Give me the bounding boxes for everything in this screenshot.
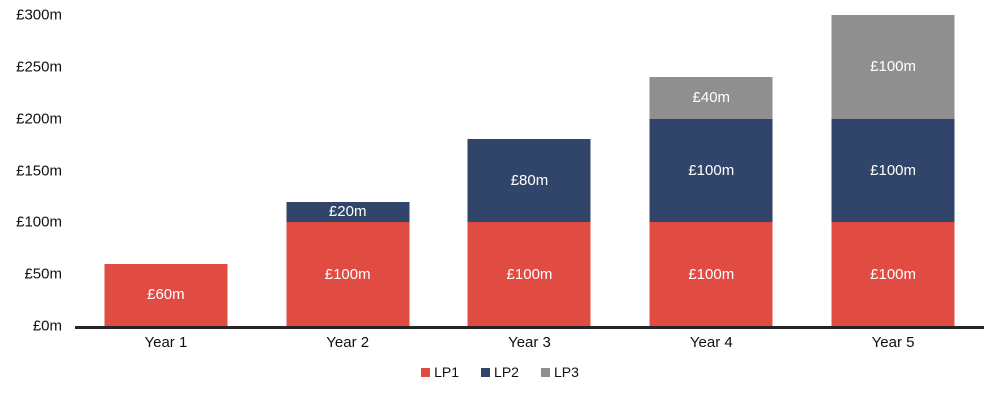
x-tick-label-year-5: Year 5 bbox=[871, 334, 915, 351]
x-tick-label-year-3: Year 3 bbox=[508, 334, 551, 351]
y-tick-label: £50m bbox=[24, 265, 62, 283]
y-tick-label: £300m bbox=[16, 6, 62, 24]
bar-year-5: £100m £100m £100m bbox=[831, 15, 955, 326]
bar-slot-year-2: £100m £20m bbox=[257, 15, 439, 326]
y-tick-label: £150m bbox=[16, 162, 62, 179]
x-tick-label-year-4: Year 4 bbox=[689, 334, 733, 351]
x-tick-label-year-2: Year 2 bbox=[326, 334, 370, 351]
y-tick-label: £200m bbox=[16, 110, 62, 128]
segment-lp1-year-1: £60m bbox=[104, 263, 228, 326]
bar-year-1: £60m bbox=[104, 15, 228, 326]
segment-lp1-year-4: £100m bbox=[649, 222, 773, 326]
bar-slot-year-4: £100m £100m £40m bbox=[620, 15, 802, 326]
legend-label-lp1: LP1 bbox=[434, 364, 460, 380]
segment-lp2-year-4: £100m bbox=[649, 118, 773, 223]
segment-label-lp1-year-5: £100m bbox=[870, 265, 917, 283]
y-axis: £0m £50m £100m £150m £200m £250m £300m bbox=[0, 7, 62, 335]
segment-label-lp1-year-4: £100m bbox=[688, 265, 735, 283]
segment-lp1-year-3: £100m bbox=[467, 222, 591, 326]
legend-swatch-icon-lp3 bbox=[540, 367, 550, 377]
segment-label-lp1-year-1: £60m bbox=[147, 286, 185, 304]
segment-label-lp2-year-4: £100m bbox=[688, 162, 735, 180]
segment-lp1-year-2: £100m bbox=[286, 222, 410, 326]
bar-slot-year-3: £100m £80m bbox=[439, 15, 621, 326]
segment-label-lp1-year-3: £100m bbox=[506, 265, 553, 283]
segment-lp1-year-5: £100m bbox=[831, 222, 955, 326]
bar-year-4: £100m £100m £40m bbox=[649, 15, 773, 326]
y-tick-label: £250m bbox=[16, 58, 62, 76]
bar-slot-year-1: £60m bbox=[75, 15, 257, 326]
segment-label-lp3-year-4: £40m bbox=[692, 89, 731, 107]
bar-year-3: £100m £80m bbox=[467, 15, 591, 326]
x-axis: Year 1 Year 2 Year 3 Year 4 Year 5 bbox=[75, 334, 984, 351]
legend-label-lp3: LP3 bbox=[553, 364, 579, 380]
bar-year-2: £100m £20m bbox=[286, 15, 410, 326]
segment-lp3-year-5: £100m bbox=[831, 15, 955, 119]
legend-item-lp3: LP3 bbox=[540, 364, 579, 380]
segment-label-lp2-year-2: £20m bbox=[328, 203, 367, 221]
x-tick-label-year-1: Year 1 bbox=[144, 334, 188, 351]
legend: LP1 LP2 LP3 bbox=[0, 364, 1000, 380]
x-axis-baseline bbox=[75, 326, 984, 329]
legend-item-lp1: LP1 bbox=[421, 364, 459, 380]
legend-swatch-icon-lp1 bbox=[421, 367, 431, 377]
plot-area: £60m £100m £20m £100m £80m £100m £100m £40m £100… bbox=[75, 15, 984, 326]
legend-item-lp2: LP2 bbox=[481, 364, 519, 380]
segment-label-lp2-year-3: £80m bbox=[510, 172, 549, 190]
legend-label-lp2: LP2 bbox=[494, 364, 519, 380]
legend-swatch-icon-lp2 bbox=[481, 367, 491, 377]
segment-lp2-year-5: £100m bbox=[831, 118, 955, 223]
segment-lp2-year-3: £80m bbox=[467, 139, 591, 223]
bar-slot-year-5: £100m £100m £100m bbox=[802, 15, 984, 326]
segment-label-lp3-year-5: £100m bbox=[870, 58, 917, 76]
segment-lp2-year-2: £20m bbox=[286, 201, 410, 223]
segment-lp3-year-4: £40m bbox=[649, 77, 773, 119]
segment-label-lp1-year-2: £100m bbox=[324, 265, 371, 283]
y-tick-label: £100m bbox=[16, 213, 62, 231]
segment-label-lp2-year-5: £100m bbox=[870, 162, 917, 180]
y-tick-label: £0m bbox=[32, 317, 62, 335]
